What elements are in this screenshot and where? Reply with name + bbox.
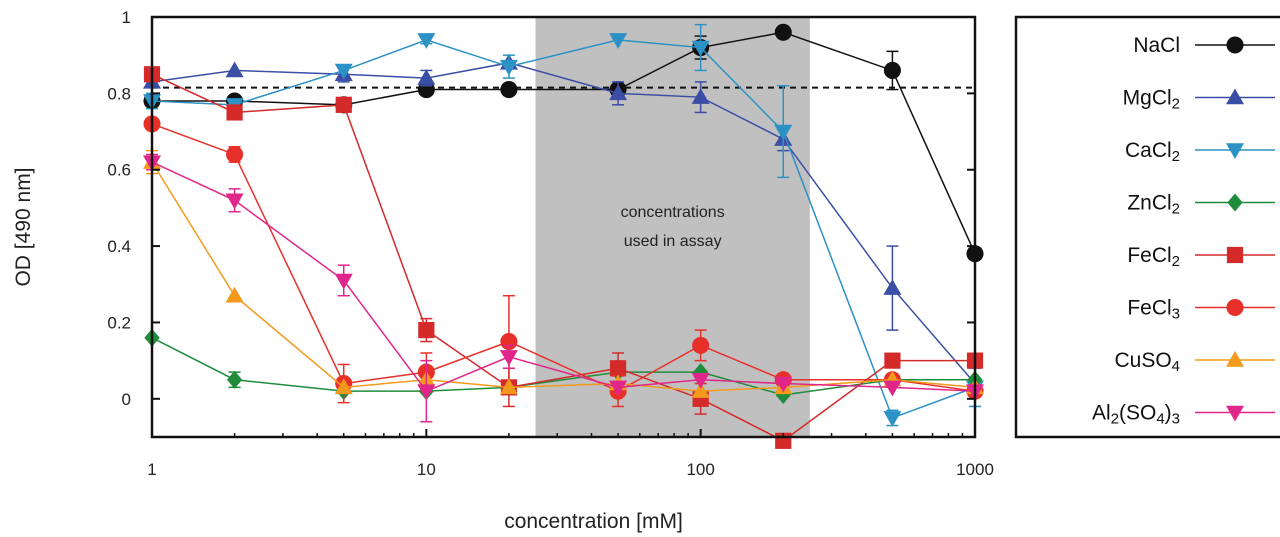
axes-layer: 1 10 100 1000 0 0.2 0.4 0.6 0.8 1 — [107, 8, 994, 479]
legend-label: NaCl — [1133, 34, 1180, 57]
series-line — [151, 161, 976, 392]
legend-marker — [1226, 143, 1244, 159]
x-tick-label: 100 — [686, 460, 714, 479]
data-point — [225, 286, 244, 303]
legend: NaCl MgCl2 CaCl2 ZnCl2 FeCl2 FeCl3 CuSO4 Al2(SO… — [1092, 34, 1275, 427]
legend-box — [1014, 15, 1280, 439]
data-point — [774, 23, 792, 41]
y-tick-label: 0.8 — [107, 84, 131, 103]
legend-label: FeCl3 — [1127, 297, 1180, 323]
data-point — [226, 145, 244, 164]
series-line — [151, 39, 976, 419]
legend-label: CaCl2 — [1125, 139, 1180, 165]
series-line — [151, 161, 976, 393]
x-axis-title: concentration [mM] — [504, 510, 683, 533]
legend-marker — [1226, 351, 1244, 367]
data-point — [774, 376, 793, 393]
data-point — [499, 350, 518, 366]
legend-label: CuSO4 — [1114, 349, 1180, 375]
y-tick-label: 0.6 — [107, 161, 131, 180]
data-point — [774, 124, 793, 141]
legend-item-FeCl3: FeCl3 — [1127, 297, 1275, 323]
legend-label: ZnCl2 — [1127, 192, 1180, 218]
x-tick-label: 1 — [147, 460, 156, 479]
data-point — [883, 61, 901, 80]
shaded-region-label-line-2: used in assay — [624, 233, 722, 250]
data-point — [225, 61, 244, 78]
data-point — [691, 40, 710, 57]
data-point — [335, 96, 352, 113]
data-point — [226, 104, 243, 121]
legend-item-ZnCl2: ZnCl2 — [1127, 192, 1275, 218]
legend-marker — [1227, 193, 1243, 212]
legend-item-CaCl2: CaCl2 — [1125, 139, 1275, 165]
data-point — [691, 382, 710, 398]
legend-item-CuSO4: CuSO4 — [1114, 349, 1275, 375]
data-point — [691, 372, 710, 389]
y-tick-label: 0.4 — [107, 237, 131, 256]
legend-marker — [1226, 405, 1244, 422]
data-point — [609, 84, 628, 101]
data-point — [226, 370, 243, 389]
series-layer — [143, 23, 984, 449]
series-line — [151, 337, 975, 396]
x-tick-label: 10 — [417, 460, 436, 479]
data-point — [334, 273, 353, 290]
data-point — [884, 352, 901, 369]
y-tick-label: 0 — [122, 390, 131, 409]
data-point — [500, 80, 518, 99]
legend-marker — [1226, 88, 1244, 105]
y-axis-title: OD [490 nm] — [12, 167, 35, 286]
legend-item-MgCl2: MgCl2 — [1123, 87, 1275, 113]
y-tick-label: 0.2 — [107, 313, 131, 332]
data-point — [334, 63, 353, 80]
legend-marker — [1226, 298, 1244, 317]
data-point — [609, 380, 628, 397]
legend-item-Al2(SO4)3: Al2(SO4)3 — [1092, 402, 1275, 428]
data-point — [609, 33, 628, 49]
legend-item-FeCl2: FeCl2 — [1127, 244, 1275, 270]
legend-item-NaCl: NaCl — [1133, 34, 1275, 57]
data-point — [692, 336, 710, 354]
data-point — [609, 360, 627, 377]
data-point — [334, 378, 353, 395]
data-point — [225, 193, 244, 210]
data-point — [418, 321, 435, 339]
data-point — [883, 380, 902, 397]
data-point — [499, 59, 518, 76]
plot-frame — [150, 15, 977, 439]
data-point — [417, 384, 436, 401]
x-tick-label: 1000 — [956, 460, 994, 479]
legend-label: FeCl2 — [1127, 244, 1180, 270]
data-point — [691, 88, 710, 104]
legend-label: Al2(SO4)3 — [1092, 402, 1180, 428]
data-point — [883, 279, 902, 295]
data-point — [499, 378, 518, 395]
data-point — [417, 69, 436, 85]
data-point — [883, 411, 902, 427]
legend-marker — [1226, 246, 1244, 264]
series-line — [151, 123, 976, 393]
y-tick-label: 1 — [122, 8, 131, 27]
data-point — [417, 33, 436, 49]
legend-label: MgCl2 — [1123, 87, 1180, 113]
series-line — [151, 73, 975, 442]
legend-marker — [1226, 36, 1244, 54]
shaded-region-label-line-1: concentrations — [621, 204, 725, 221]
series-line — [151, 62, 976, 385]
series-line — [152, 31, 976, 255]
